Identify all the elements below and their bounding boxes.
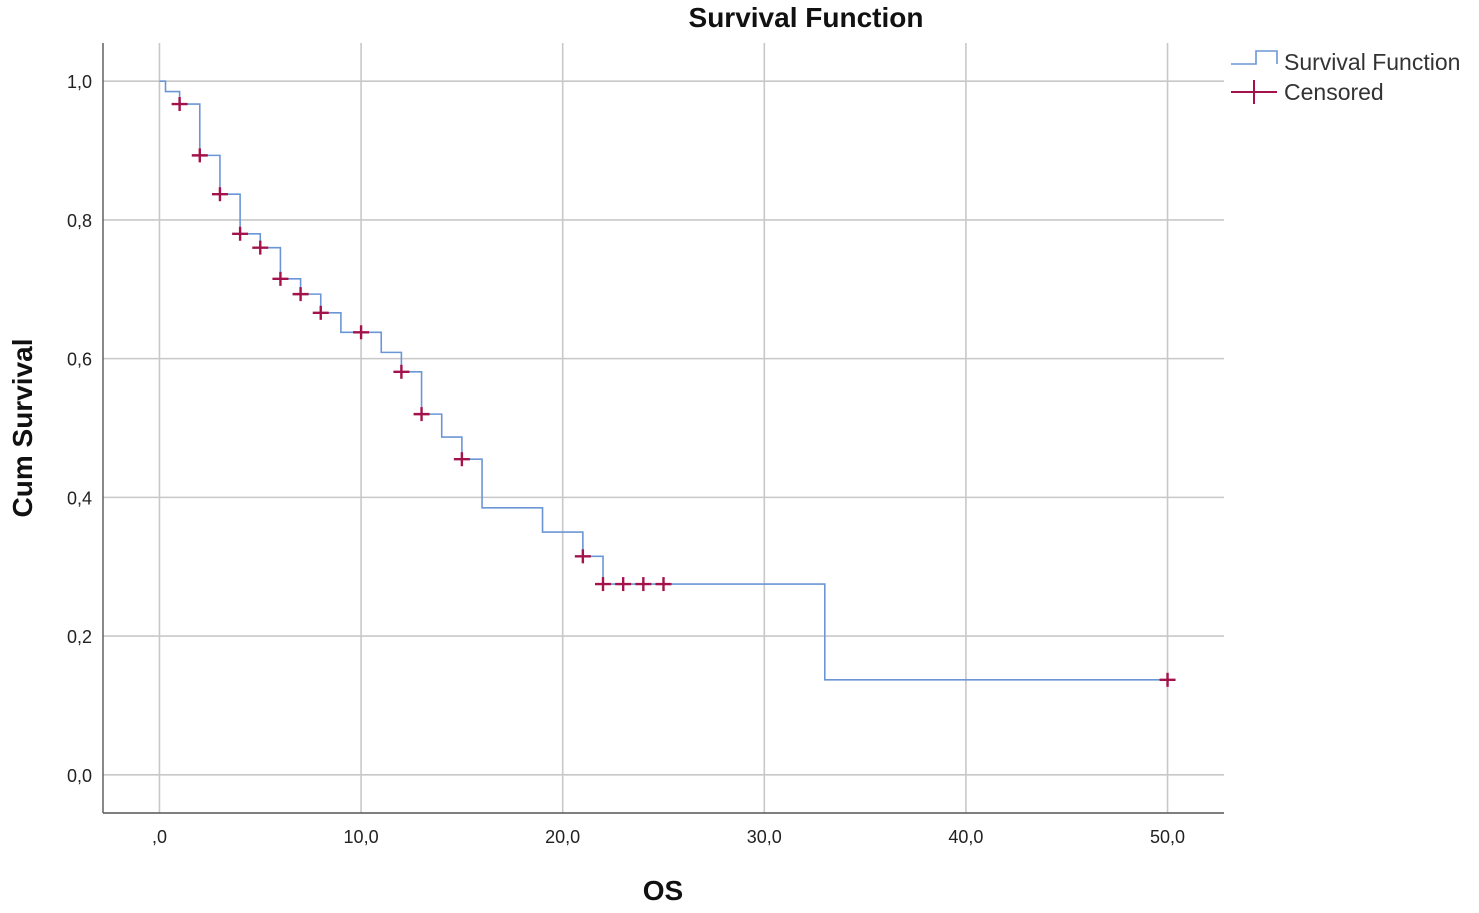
censored-marker (252, 240, 269, 255)
x-tick-label: 50,0 (1150, 827, 1185, 847)
legend-step-icon (1231, 50, 1278, 65)
censored-marker (312, 305, 329, 320)
y-axis-title: Cum Survival (7, 339, 38, 518)
x-tick-label: ,0 (152, 827, 167, 847)
censored-marker (211, 187, 228, 202)
y-tick-label: 0,8 (67, 211, 92, 231)
censored-marker (453, 452, 470, 467)
censored-marker (595, 577, 612, 592)
x-tick-label: 30,0 (747, 827, 782, 847)
censored-marker (574, 549, 591, 564)
legend-label-censored: Censored (1284, 79, 1384, 105)
censored-marker (353, 325, 370, 340)
y-tick-label: 0,6 (67, 350, 92, 370)
y-tick-label: 0,0 (67, 766, 92, 786)
y-tick-label: 0,2 (67, 627, 92, 647)
censored-markers (171, 97, 1176, 687)
grid-lines (103, 43, 1224, 813)
x-tick-label: 40,0 (948, 827, 983, 847)
chart-title: Survival Function (689, 2, 924, 33)
y-tick-labels: 0,0 0,2 0,4 0,6 0,8 1,0 (67, 72, 92, 786)
censored-marker (171, 97, 188, 112)
legend-survival-icon (1231, 50, 1278, 65)
censored-marker (393, 364, 410, 379)
censored-marker (191, 148, 208, 163)
censored-marker (615, 577, 632, 592)
censored-marker (413, 407, 430, 422)
censored-marker (1159, 672, 1176, 687)
legend-label-survival: Survival Function (1284, 49, 1460, 75)
censored-marker (292, 287, 309, 302)
censored-marker (635, 577, 652, 592)
y-tick-label: 1,0 (67, 72, 92, 92)
x-tick-label: 10,0 (344, 827, 379, 847)
y-tick-label: 0,4 (67, 488, 92, 508)
censored-marker (272, 271, 289, 286)
censored-marker (232, 226, 249, 241)
censored-marker (655, 577, 672, 592)
plot-frame (102, 43, 1224, 814)
legend-censored-icon (1231, 80, 1277, 104)
x-tick-label: 20,0 (545, 827, 580, 847)
x-axis-title: OS (643, 875, 683, 906)
x-tick-labels: ,0 10,0 20,0 30,0 40,0 50,0 (152, 827, 1185, 847)
legend: Survival Function Censored (1231, 49, 1460, 105)
